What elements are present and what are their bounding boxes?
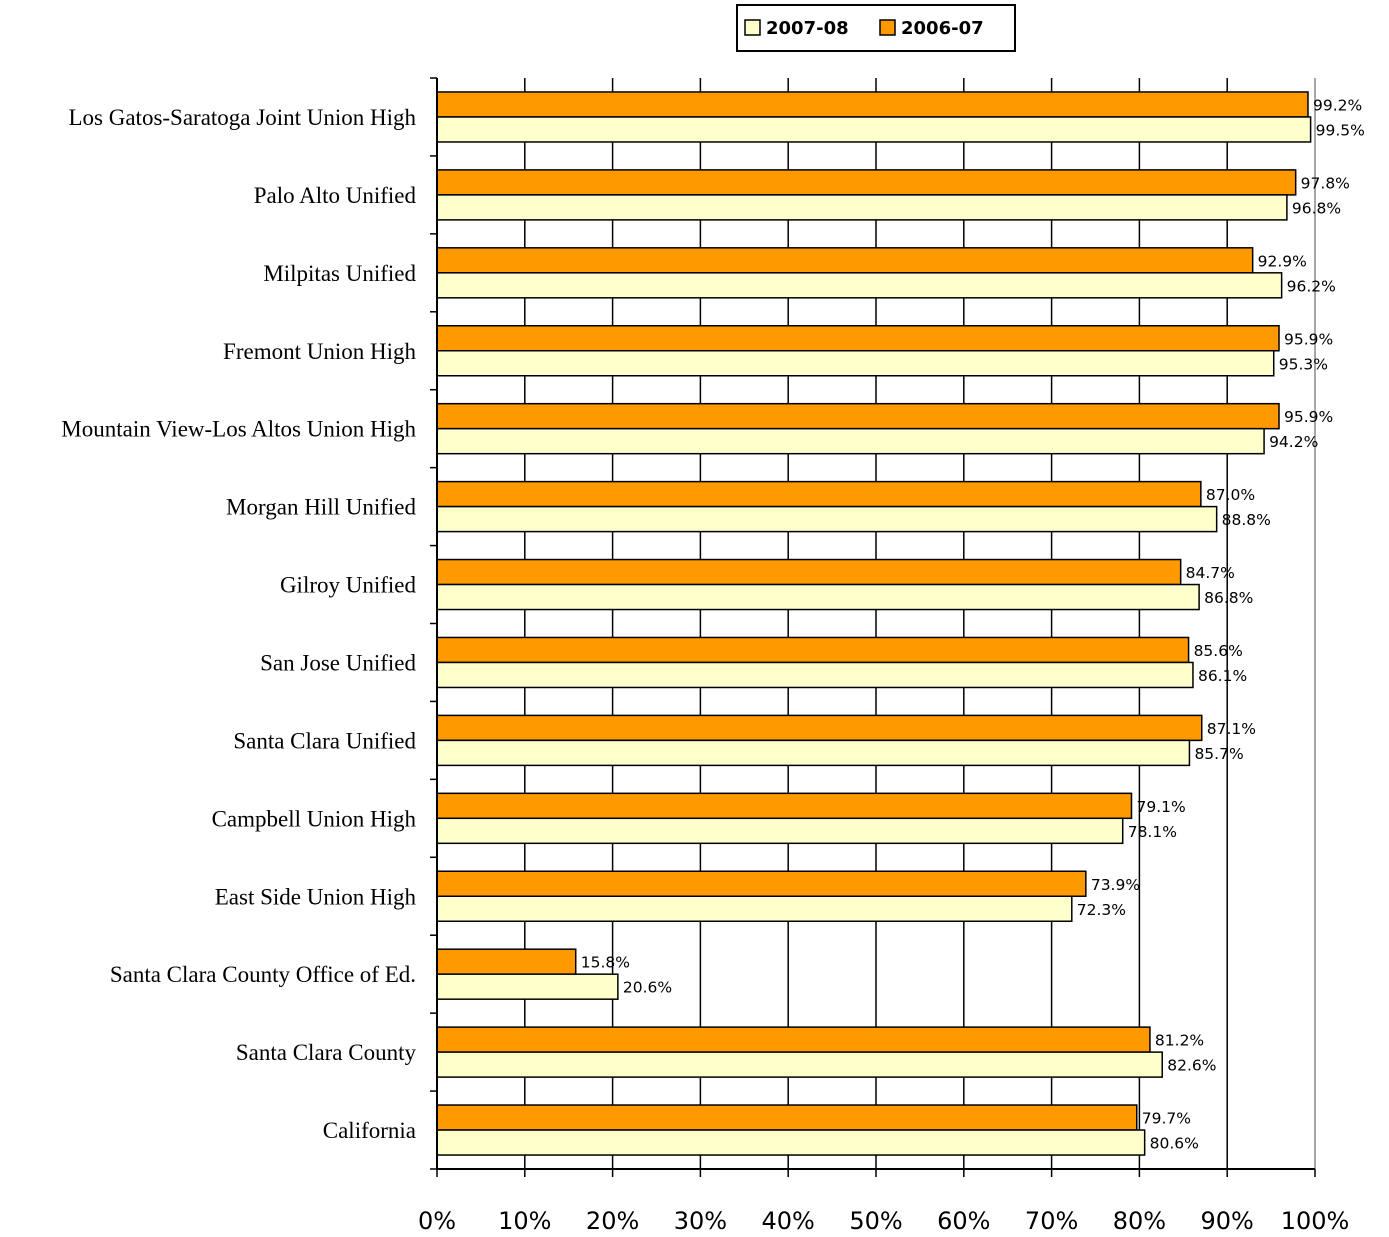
axes — [430, 77, 1316, 1177]
bar-2006-07 — [436, 169, 1297, 196]
x-tick-label: 40% — [762, 1207, 815, 1235]
bar-2006-07 — [436, 870, 1087, 897]
labels: 0% 10% 20% 30% 40% 50% 60% 70% 80% 90% 100% Los Gat… — [61, 96, 1365, 1235]
data-label-2007-08: 20.6% — [623, 979, 672, 997]
category-label: Campbell Union High — [212, 806, 417, 831]
data-label-2006-07: 95.9% — [1284, 408, 1333, 426]
bar-2007-08 — [436, 427, 1265, 455]
x-tick-label: 100% — [1281, 1207, 1350, 1235]
data-label-2007-08: 86.1% — [1198, 667, 1247, 685]
x-tick-label: 90% — [1201, 1207, 1254, 1235]
category-label: Santa Clara County Office of Ed. — [110, 962, 416, 987]
data-label-2007-08: 72.3% — [1077, 901, 1126, 919]
category-label: Morgan Hill Unified — [226, 495, 416, 520]
category-label: Milpitas Unified — [263, 261, 416, 286]
data-label-2006-07: 87.0% — [1206, 486, 1255, 504]
bar-2006-07 — [436, 1104, 1138, 1131]
category-label: Fremont Union High — [223, 339, 416, 364]
bar-2007-08 — [436, 1129, 1146, 1156]
bar-2006-07 — [436, 325, 1280, 352]
data-label-2006-07: 79.1% — [1136, 798, 1185, 816]
legend-label: 2007-08 — [766, 18, 849, 39]
data-label-2007-08: 80.6% — [1150, 1135, 1199, 1153]
category-label: California — [323, 1118, 416, 1143]
data-label-2007-08: 82.6% — [1167, 1057, 1216, 1075]
bar-2007-08 — [436, 1051, 1163, 1078]
data-label-2006-07: 73.9% — [1091, 876, 1140, 894]
x-tick-label: 60% — [937, 1207, 990, 1235]
bars — [436, 91, 1312, 1156]
data-label-2007-08: 85.7% — [1194, 745, 1243, 763]
category-label: San Jose Unified — [260, 650, 416, 675]
legend: 2007-08 2006-07 — [736, 4, 1016, 52]
data-label-2007-08: 96.8% — [1292, 199, 1341, 217]
category-label: Palo Alto Unified — [254, 183, 417, 208]
legend-swatch — [879, 19, 896, 36]
data-label-2007-08: 96.2% — [1287, 277, 1336, 295]
bar-2007-08 — [436, 505, 1218, 533]
bar-2006-07 — [436, 948, 577, 975]
x-tick-label: 30% — [674, 1207, 727, 1235]
data-label-2006-07: 92.9% — [1258, 252, 1307, 270]
category-label: Santa Clara Unified — [233, 728, 416, 753]
data-label-2007-08: 94.2% — [1269, 433, 1318, 451]
data-label-2006-07: 15.8% — [581, 954, 630, 972]
legend-box — [736, 4, 1016, 52]
bar-2006-07 — [436, 91, 1309, 118]
data-label-2007-08: 78.1% — [1128, 823, 1177, 841]
data-label-2006-07: 87.1% — [1207, 720, 1256, 738]
x-tick-label: 0% — [418, 1207, 456, 1235]
category-label: Los Gatos-Saratoga Joint Union High — [68, 105, 416, 130]
bar-2007-08 — [436, 194, 1288, 221]
x-tick-label: 80% — [1113, 1207, 1166, 1235]
data-label-2006-07: 97.8% — [1301, 174, 1350, 192]
legend-label: 2006-07 — [901, 18, 984, 39]
category-label: Gilroy Unified — [280, 573, 417, 598]
bar-2007-08 — [436, 350, 1275, 377]
legend-swatch — [744, 19, 761, 36]
x-tick-label: 50% — [849, 1207, 902, 1235]
bar-2007-08 — [436, 973, 619, 1000]
data-label-2006-07: 85.6% — [1194, 642, 1243, 660]
x-tick-label: 20% — [586, 1207, 639, 1235]
bar-2006-07 — [436, 247, 1254, 274]
bar-2007-08 — [436, 583, 1200, 611]
data-label-2006-07: 79.7% — [1142, 1110, 1191, 1128]
data-label-2006-07: 99.2% — [1313, 96, 1362, 114]
bar-2007-08 — [436, 895, 1073, 922]
bar-2006-07 — [436, 402, 1280, 430]
category-label: Mountain View-Los Altos Union High — [61, 417, 416, 442]
bar-2006-07 — [436, 558, 1182, 586]
bar-2007-08 — [436, 661, 1194, 689]
category-label: Santa Clara County — [236, 1040, 417, 1065]
data-label-2006-07: 95.9% — [1284, 330, 1333, 348]
x-tick-label: 70% — [1025, 1207, 1078, 1235]
bar-2007-08 — [436, 272, 1283, 299]
data-label-2006-07: 84.7% — [1186, 564, 1235, 582]
data-label-2006-07: 81.2% — [1155, 1032, 1204, 1050]
bar-2006-07 — [436, 714, 1203, 742]
bar-2006-07 — [436, 1026, 1151, 1053]
bar-2007-08 — [436, 817, 1124, 845]
data-label-2007-08: 86.8% — [1204, 589, 1253, 607]
bar-2007-08 — [436, 116, 1312, 143]
data-label-2007-08: 88.8% — [1222, 511, 1271, 529]
data-label-2007-08: 95.3% — [1279, 355, 1328, 373]
bar-2006-07 — [436, 480, 1202, 508]
category-label: East Side Union High — [215, 884, 417, 909]
bar-2007-08 — [436, 739, 1191, 767]
data-label-2007-08: 99.5% — [1316, 121, 1365, 139]
bar-2006-07 — [436, 636, 1190, 664]
gridlines — [524, 78, 1316, 1169]
x-tick-label: 10% — [498, 1207, 551, 1235]
bar-2006-07 — [436, 792, 1133, 820]
